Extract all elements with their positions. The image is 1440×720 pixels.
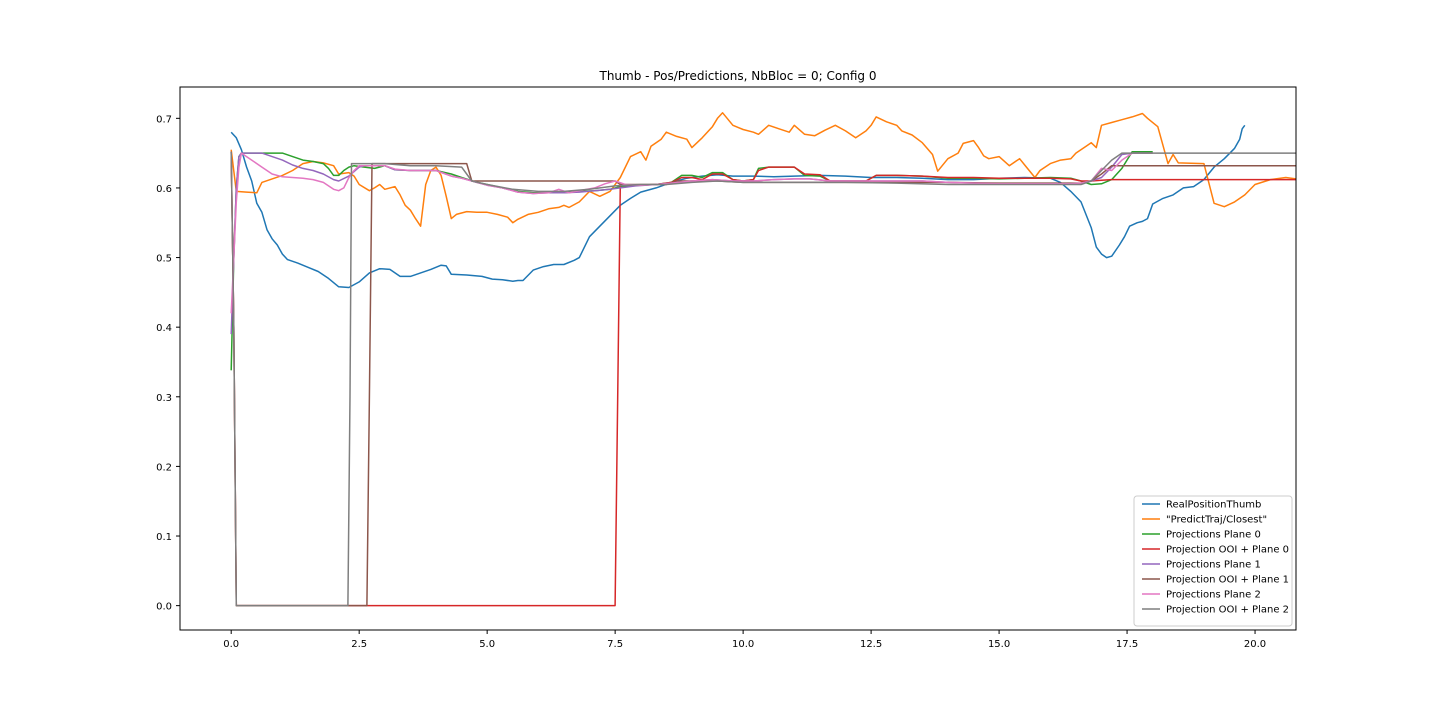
legend-label: Projections Plane 1 bbox=[1166, 560, 1261, 571]
series-line-7 bbox=[230, 151, 1296, 607]
legend-box bbox=[1133, 495, 1293, 627]
x-tick-label: 12.5 bbox=[860, 639, 882, 650]
y-tick-label: 0.4 bbox=[156, 323, 172, 334]
y-tick-label: 0.6 bbox=[156, 184, 172, 195]
legend-label: Projections Plane 0 bbox=[1166, 530, 1261, 541]
legend-label: RealPositionThumb bbox=[1166, 500, 1261, 511]
y-tick-label: 0.3 bbox=[156, 393, 172, 404]
y-tick-label: 0.1 bbox=[156, 532, 172, 543]
plot-area-frame bbox=[179, 86, 1297, 631]
y-tick-label: 0.2 bbox=[156, 462, 172, 473]
legend-label: Projection OOI + Plane 2 bbox=[1166, 605, 1289, 616]
x-axis-ticks: 0.0 2.5 5.0 7.5 10.0 12.5 15.0 17.5 20.0 bbox=[223, 630, 1266, 650]
x-tick-label: 15.0 bbox=[988, 639, 1010, 650]
y-tick-label: 0.7 bbox=[156, 114, 172, 125]
x-tick-label: 2.5 bbox=[351, 639, 367, 650]
series-line-0 bbox=[230, 124, 1246, 289]
y-tick-label: 0.0 bbox=[156, 602, 172, 613]
legend-label: Projections Plane 2 bbox=[1166, 590, 1261, 601]
series-line-6 bbox=[230, 152, 1153, 314]
y-tick-label: 0.5 bbox=[156, 254, 172, 265]
x-tick-label: 20.0 bbox=[1244, 639, 1266, 650]
x-tick-label: 17.5 bbox=[1116, 639, 1138, 650]
x-tick-label: 7.5 bbox=[607, 639, 623, 650]
plot-series-group bbox=[230, 112, 1296, 607]
legend-label: Projection OOI + Plane 0 bbox=[1166, 545, 1289, 556]
x-tick-label: 10.0 bbox=[732, 639, 754, 650]
legend: RealPositionThumb "PredictTraj/Closest" Pr… bbox=[1133, 495, 1293, 627]
legend-label: "PredictTraj/Closest" bbox=[1166, 515, 1267, 526]
y-axis-ticks: 0.0 0.1 0.2 0.3 0.4 0.5 0.6 0.7 bbox=[156, 114, 180, 613]
legend-label: Projection OOI + Plane 1 bbox=[1166, 575, 1289, 586]
series-line-1 bbox=[230, 112, 1296, 227]
chart-title: Thumb - Pos/Predictions, NbBloc = 0; Con… bbox=[599, 69, 877, 83]
x-tick-label: 0.0 bbox=[223, 639, 239, 650]
x-tick-label: 5.0 bbox=[479, 639, 495, 650]
